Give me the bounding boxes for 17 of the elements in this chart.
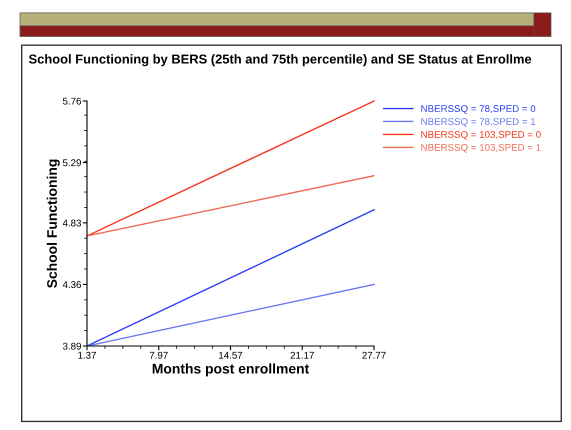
y-tick-label: 3.89 [62,342,81,350]
y-tick-label: 5.29 [62,159,81,166]
chart-title: School Functioning by BERS (25th and 75th percentile) and SE Status at Enrollme [28,54,532,66]
legend-label: NBERSSQ = 103,SPED = 1 [421,144,541,153]
y-tick-label: 5.76 [62,98,82,105]
x-tick-label: 14.57 [219,352,242,359]
y-tick-label: 4.83 [62,220,82,226]
x-axis-title: Months post enrollment [152,363,310,376]
y-axis-title: School Functioning [46,160,60,288]
x-tick-label: 21.17 [290,352,314,359]
x-tick-label: 7.97 [150,352,168,359]
legend-label: NBERSSQ = 103,SPED = 0 [421,131,541,140]
x-tick-label: 1.37 [78,352,96,359]
y-tick-label: 4.36 [62,281,82,288]
x-tick-label: 27.77 [362,352,386,359]
legend-label: NBERSSQ = 78,SPED = 1 [421,118,536,127]
legend-label: NBERSSQ = 78,SPED = 0 [421,105,536,114]
